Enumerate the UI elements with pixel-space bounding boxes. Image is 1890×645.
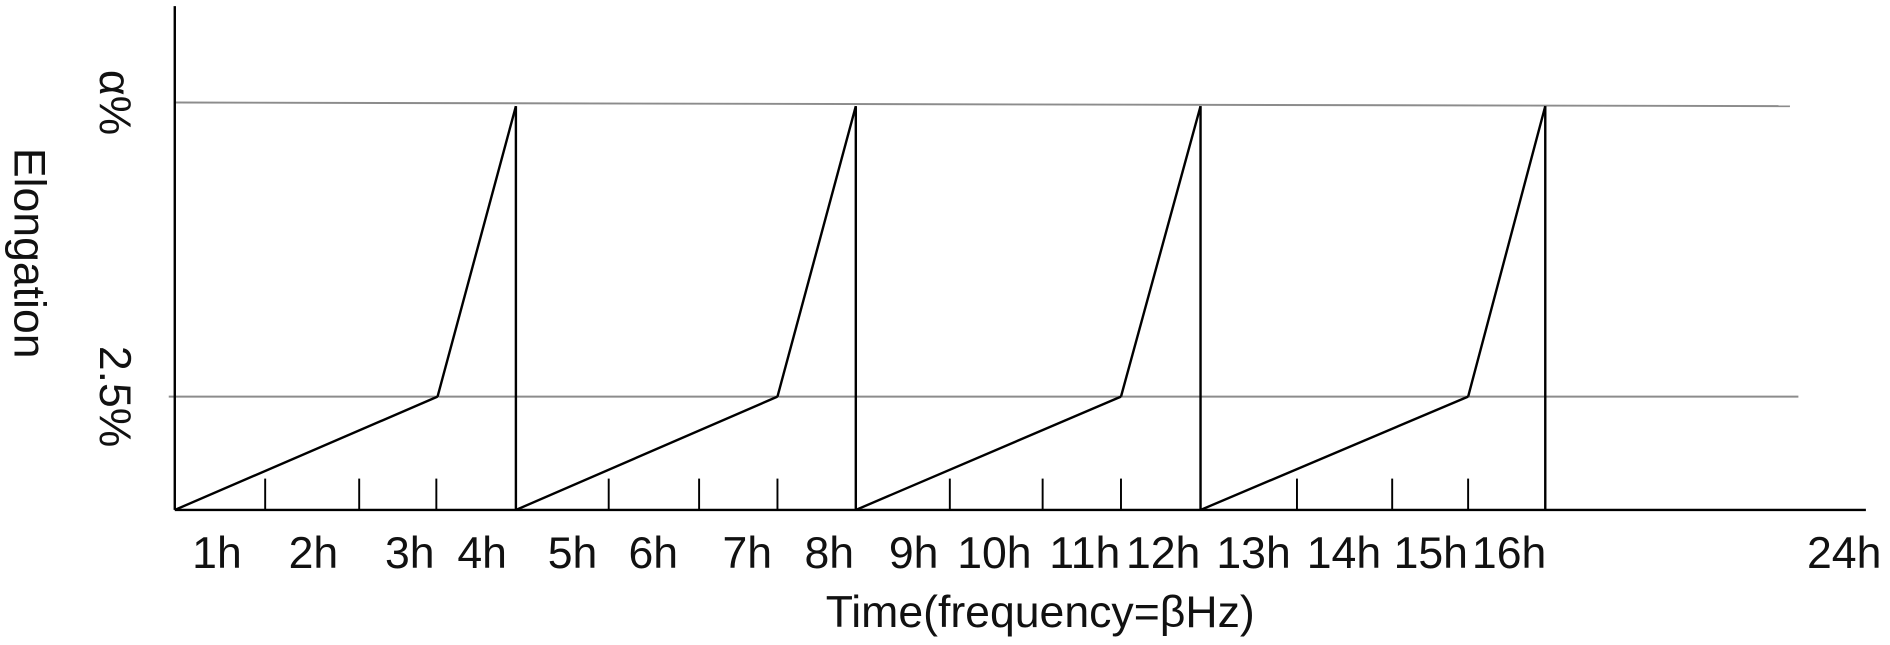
x-tick-label: 5h bbox=[548, 529, 598, 578]
series-segment bbox=[174, 395, 439, 512]
x-tick-label: 15h bbox=[1394, 529, 1468, 578]
series-segment bbox=[776, 105, 857, 397]
x-tick-label: 2h bbox=[289, 529, 339, 578]
x-tick-label: 10h bbox=[957, 529, 1031, 578]
x-tick-label: 4h bbox=[457, 529, 507, 578]
x-tick-label: 14h bbox=[1307, 529, 1381, 578]
x-tick-label: 6h bbox=[629, 529, 679, 578]
x-tick-label: 3h bbox=[385, 529, 435, 578]
series-segment bbox=[436, 105, 518, 397]
y-axis-title: Elongation bbox=[4, 148, 53, 359]
x-tick-label: 13h bbox=[1216, 529, 1290, 578]
x-tick-label: 7h bbox=[723, 529, 773, 578]
y-tick-label: 2.5% bbox=[90, 346, 139, 448]
series-segment bbox=[515, 395, 778, 512]
y-tick-label: α% bbox=[90, 70, 139, 135]
x-tick-label: 8h bbox=[804, 529, 854, 578]
x-tick-label: 16h bbox=[1472, 529, 1546, 578]
series-segment bbox=[1466, 105, 1547, 397]
x-tick-label: 12h bbox=[1126, 529, 1200, 578]
x-tick-label: 11h bbox=[1049, 529, 1120, 578]
x-axis-title: Time(frequency=βHz) bbox=[826, 588, 1255, 637]
reference-line-alpha bbox=[174, 101, 1790, 108]
x-tick-label: 9h bbox=[889, 529, 939, 578]
series-segment bbox=[1200, 395, 1469, 512]
x-tick-label: 24h bbox=[1807, 529, 1881, 578]
series-segment bbox=[855, 395, 1122, 512]
series-segment bbox=[1119, 105, 1202, 397]
x-tick-label: 1h bbox=[192, 529, 242, 578]
